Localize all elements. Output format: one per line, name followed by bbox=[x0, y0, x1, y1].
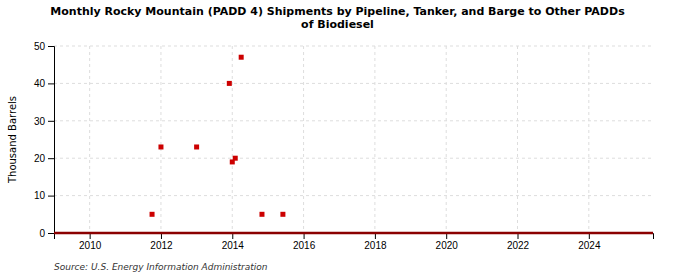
x-axis: 2010 2012 2014 2016 2018 2020 2022 2024 bbox=[55, 233, 654, 251]
title-line: of Biodiesel bbox=[301, 18, 374, 31]
x-tick: 2014 bbox=[222, 233, 245, 251]
source: Source: U.S. Energy Information Administ… bbox=[54, 262, 268, 272]
grid-line-x bbox=[160, 46, 161, 233]
point bbox=[239, 55, 244, 60]
point bbox=[194, 144, 199, 149]
plot: 2010 2012 2014 2016 2018 2020 2022 2024 0 10 20 30 4… bbox=[7, 41, 654, 251]
y-tick-label: 0 bbox=[39, 228, 45, 239]
grid-line-x bbox=[446, 46, 447, 233]
x-axis-line bbox=[55, 234, 654, 240]
grid-line-x bbox=[232, 46, 233, 233]
marks bbox=[54, 55, 653, 233]
x-tick-label: 2014 bbox=[222, 240, 245, 251]
grid-line-y bbox=[54, 195, 653, 196]
y-tick-mark bbox=[48, 83, 54, 84]
y-tick-mark bbox=[48, 233, 54, 234]
x-tick-label: 2020 bbox=[436, 240, 459, 251]
y-tick-mark bbox=[48, 158, 54, 159]
y-tick-mark bbox=[48, 121, 54, 122]
grid bbox=[54, 46, 653, 233]
x-tick: 2018 bbox=[364, 233, 387, 251]
baseline bbox=[54, 232, 653, 235]
y-tick: 30 bbox=[34, 116, 54, 127]
point bbox=[280, 212, 285, 217]
point bbox=[227, 81, 232, 86]
x-tick: 2022 bbox=[507, 233, 530, 251]
x-tick-label: 2018 bbox=[364, 240, 387, 251]
title-line: Monthly Rocky Mountain (PADD 4) Shipment… bbox=[50, 5, 625, 18]
y-tick: 20 bbox=[34, 153, 54, 164]
point bbox=[150, 212, 155, 217]
x-tick: 2012 bbox=[150, 233, 173, 251]
y-tick: 50 bbox=[34, 41, 54, 52]
y-tick-label: 40 bbox=[34, 78, 46, 89]
grid-line-y bbox=[54, 233, 653, 234]
y-tick-label: 50 bbox=[34, 41, 46, 52]
y-tick-label: 20 bbox=[34, 153, 46, 164]
y-tick: 10 bbox=[34, 190, 54, 201]
y-axis-line bbox=[48, 47, 55, 234]
x-tick-label: 2016 bbox=[293, 240, 316, 251]
x-tick: 2020 bbox=[436, 233, 459, 251]
y-tick: 0 bbox=[39, 228, 54, 239]
x-tick: 2016 bbox=[293, 233, 316, 251]
grid-line-x bbox=[374, 46, 375, 233]
grid-line-y bbox=[54, 120, 653, 121]
y-tick: 40 bbox=[34, 78, 54, 89]
y-tick-mark bbox=[48, 46, 54, 47]
grid-line-y bbox=[54, 158, 653, 159]
x-tick-label: 2022 bbox=[507, 240, 530, 251]
grid-line-x bbox=[303, 46, 304, 233]
y-axis: 0 10 20 30 40 50 bbox=[34, 41, 55, 239]
x-tick-label: 2024 bbox=[578, 240, 601, 251]
grid-line-x bbox=[89, 46, 90, 233]
grid-line-x bbox=[517, 46, 518, 233]
x-tick: 2024 bbox=[578, 233, 601, 251]
y-axis-title: Thousand Barrels bbox=[7, 96, 18, 184]
x-tick-label: 2012 bbox=[150, 240, 173, 251]
y-tick-label: 10 bbox=[34, 190, 46, 201]
grid-line-y bbox=[54, 83, 653, 84]
chart: Monthly Rocky Mountain (PADD 4) Shipment… bbox=[0, 0, 675, 275]
grid-line-x bbox=[588, 46, 589, 233]
title: Monthly Rocky Mountain (PADD 4) Shipment… bbox=[50, 5, 625, 31]
grid-line-y bbox=[54, 46, 653, 47]
x-tick: 2010 bbox=[79, 233, 102, 251]
x-tick-label: 2010 bbox=[79, 240, 102, 251]
y-tick-mark bbox=[48, 196, 54, 197]
y-tick-label: 30 bbox=[34, 116, 46, 127]
point bbox=[259, 212, 264, 217]
point bbox=[233, 156, 238, 161]
point bbox=[158, 144, 163, 149]
